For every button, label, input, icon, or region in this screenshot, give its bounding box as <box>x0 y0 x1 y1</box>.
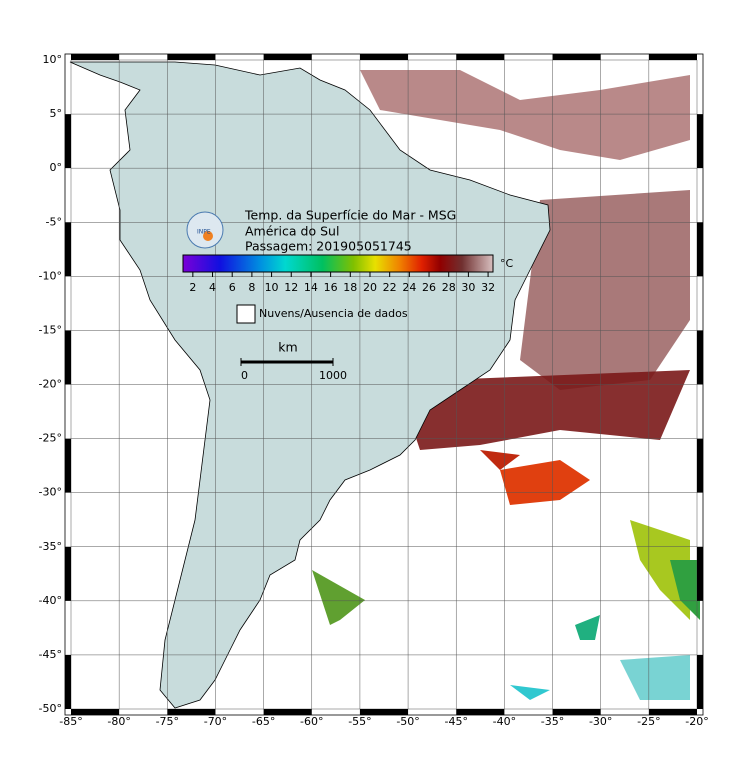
x-tick-label: -35° <box>541 715 564 728</box>
y-tick-label: -25° <box>39 432 62 445</box>
y-tick-label: -35° <box>39 540 62 553</box>
colorbar-tick-label: 12 <box>284 281 298 294</box>
y-tick-label: -5° <box>46 215 62 228</box>
sst-patches <box>312 70 700 700</box>
colorbar-tick-label: 6 <box>229 281 236 294</box>
x-tick-label: -60° <box>300 715 323 728</box>
x-tick-label: -75° <box>156 715 179 728</box>
map-frame <box>64 53 704 716</box>
x-tick-label: -55° <box>348 715 371 728</box>
colorbar-tick-label: 16 <box>324 281 338 294</box>
x-tick-label: -25° <box>637 715 660 728</box>
x-tick-label: -70° <box>204 715 227 728</box>
colorbar <box>182 254 494 273</box>
colorbar-tick-label: 26 <box>422 281 436 294</box>
title-line: América do Sul <box>245 224 339 239</box>
colorbar-tick-label: 18 <box>343 281 357 294</box>
y-tick-label: -20° <box>39 378 62 391</box>
colorbar-tick-label: 28 <box>442 281 456 294</box>
x-tick-label: -20° <box>685 715 708 728</box>
colorbar-tick-label: 32 <box>481 281 495 294</box>
x-tick-label: -40° <box>493 715 516 728</box>
scale-bar: 0 1000 <box>240 358 347 382</box>
y-tick-label: -10° <box>39 269 62 282</box>
colorbar-tick-label: 4 <box>209 281 216 294</box>
title-line: Passagem: 201905051745 <box>245 239 412 254</box>
y-tick-label: -45° <box>39 648 62 661</box>
y-tick-label: -40° <box>39 594 62 607</box>
colorbar-tick-label: 14 <box>304 281 318 294</box>
frame-border <box>64 53 704 716</box>
colorbar-tick-label: 24 <box>402 281 416 294</box>
colorbar-tick-label: 10 <box>265 281 279 294</box>
colorbar-tick-label: 30 <box>461 281 475 294</box>
x-tick-label: -50° <box>396 715 419 728</box>
x-tick-label: -30° <box>589 715 612 728</box>
title-line: Temp. da Superfície do Mar - MSG <box>244 208 456 223</box>
y-tick-label: 0° <box>50 161 63 174</box>
colorbar-tick-label: 8 <box>248 281 255 294</box>
x-tick-label: -80° <box>107 715 130 728</box>
y-tick-label: -15° <box>39 323 62 336</box>
scale-tick-label: 0 <box>241 369 248 382</box>
legend-label: Nuvens/Ausencia de dados <box>259 307 408 320</box>
colorbar-tick-label: 2 <box>189 281 196 294</box>
y-tick-label: 5° <box>50 107 63 120</box>
colorbar-tick-label: 20 <box>363 281 377 294</box>
scale-unit: km <box>278 340 297 355</box>
logo-dot <box>203 231 213 241</box>
colorbar-tick-label: 22 <box>383 281 397 294</box>
y-tick-label: 10° <box>43 53 63 66</box>
logo-text: INPE <box>197 229 211 236</box>
y-tick-label: -50° <box>39 702 62 715</box>
colorbar-ticks: 2 4 6 8 10 12 14 16 18 20 22 24 26 28 30 32 <box>189 272 495 294</box>
x-tick-label: -65° <box>252 715 275 728</box>
x-tick-label: -85° <box>59 715 82 728</box>
legend-swatch <box>236 304 256 324</box>
y-tick-label: -30° <box>39 486 62 499</box>
colorbar-unit: °C <box>500 257 514 270</box>
x-tick-label: -45° <box>444 715 467 728</box>
scale-tick-label: 1000 <box>319 369 347 382</box>
logo <box>186 211 224 249</box>
